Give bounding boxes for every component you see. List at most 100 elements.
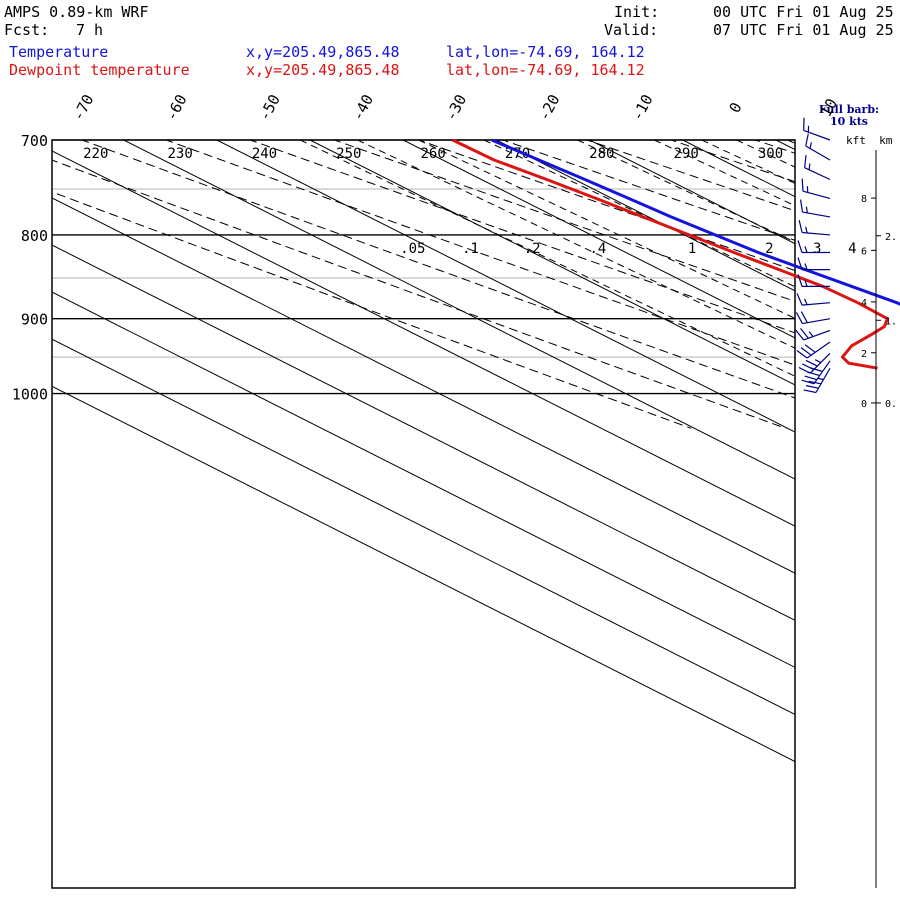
mixing-ratio-label: 2 bbox=[765, 241, 773, 257]
mixing-ratio-label: .2 bbox=[524, 241, 541, 257]
barb-staff bbox=[806, 341, 831, 359]
valid-label: Valid: bbox=[604, 21, 659, 39]
init-label: Init: bbox=[614, 3, 660, 21]
mixing-ratio-line bbox=[701, 140, 795, 184]
barb-flag bbox=[805, 385, 819, 389]
barb-flag bbox=[801, 379, 815, 385]
wind-barb bbox=[803, 117, 831, 141]
isotherm bbox=[682, 140, 795, 198]
isotherm-label: -20 bbox=[535, 91, 564, 123]
init-value: 00 UTC Fri 01 Aug 25 bbox=[713, 3, 894, 21]
adiabat-label: 240 bbox=[252, 146, 277, 162]
pressure-label-700: 700 bbox=[21, 132, 48, 150]
isotherm bbox=[216, 140, 795, 433]
km-label: 2. bbox=[885, 232, 897, 243]
wind-barb bbox=[795, 328, 831, 341]
barb-flag bbox=[804, 155, 807, 168]
adiabat-label: 280 bbox=[589, 146, 614, 162]
adiabat-label: 250 bbox=[336, 146, 361, 162]
isotherm bbox=[52, 291, 795, 668]
barb-half bbox=[805, 226, 808, 234]
isotherm-label: -40 bbox=[348, 91, 377, 123]
dry-adiabat bbox=[809, 130, 900, 429]
kft-label: 0 bbox=[861, 399, 867, 410]
legend-temperature-latlon: lat,lon=-74.69, 164.12 bbox=[446, 43, 645, 61]
barb-note-line2: 10 kts bbox=[829, 115, 869, 128]
dry-adiabat bbox=[332, 140, 795, 302]
barb-half bbox=[808, 163, 811, 170]
barb-half bbox=[808, 331, 814, 337]
wind-barb bbox=[795, 311, 831, 325]
wind-barb bbox=[804, 155, 831, 181]
barb-staff bbox=[802, 190, 831, 200]
isotherm bbox=[496, 140, 795, 292]
isotherm bbox=[52, 244, 795, 621]
barb-flag bbox=[803, 389, 817, 394]
mixing-ratio-label: 3 bbox=[813, 241, 821, 257]
isotherm-label: -30 bbox=[442, 91, 471, 123]
legend-temperature-name: Temperature bbox=[9, 43, 109, 61]
isotherm bbox=[52, 385, 795, 763]
mixing-ratio-label: 4 bbox=[848, 241, 856, 257]
barb-flag bbox=[808, 380, 822, 385]
plot-area bbox=[52, 130, 900, 763]
wind-barb bbox=[796, 341, 831, 359]
mixing-ratio-label: .05 bbox=[400, 241, 425, 257]
barb-flag bbox=[795, 312, 803, 324]
wind-barb bbox=[797, 274, 830, 287]
mixing-ratio-line bbox=[736, 140, 795, 168]
kft-label: 8 bbox=[861, 194, 867, 205]
mixing-ratio-label: 1 bbox=[688, 241, 696, 257]
isotherm-label: -70 bbox=[69, 91, 98, 123]
temperature-profile bbox=[491, 138, 900, 306]
dry-adiabat bbox=[52, 159, 786, 429]
adiabat-label: 300 bbox=[758, 146, 783, 162]
mixing-ratio-label: .1 bbox=[462, 241, 479, 257]
dry-adiabat bbox=[585, 140, 795, 212]
wind-barb bbox=[801, 360, 831, 385]
isotherm bbox=[52, 338, 795, 716]
barb-staff bbox=[805, 145, 831, 161]
wind-barb bbox=[801, 178, 831, 200]
mixing-ratio-label: .4 bbox=[589, 241, 606, 257]
barb-staff bbox=[803, 329, 831, 341]
wind-barb bbox=[797, 257, 830, 271]
kft-label: 6 bbox=[861, 246, 867, 257]
dry-adiabat bbox=[892, 130, 900, 429]
legend-dewpoint-latlon: lat,lon=-74.69, 164.12 bbox=[446, 61, 645, 79]
barb-flag bbox=[807, 371, 820, 377]
height-scale-header: kft km bbox=[846, 134, 893, 147]
fcst-label: Fcst: bbox=[4, 21, 50, 39]
dry-adiabat bbox=[52, 191, 692, 429]
barb-half bbox=[804, 246, 808, 253]
valid-value: 07 UTC Fri 01 Aug 25 bbox=[713, 21, 894, 39]
dewpoint-profile bbox=[451, 138, 889, 370]
wind-barb bbox=[803, 367, 831, 394]
isotherm-label: -50 bbox=[255, 91, 284, 123]
kft-label: 4 bbox=[861, 298, 867, 309]
dry-adiabat bbox=[80, 140, 795, 399]
mixing-ratio-line bbox=[855, 140, 900, 422]
barb-staff bbox=[804, 167, 831, 181]
legend-dewpoint-xy: x,y=205.49,865.48 bbox=[246, 61, 400, 79]
barb-half bbox=[804, 263, 808, 270]
barb-flag bbox=[801, 178, 804, 192]
barb-flag bbox=[795, 329, 805, 341]
mixing-ratio-line bbox=[357, 140, 795, 349]
isotherm bbox=[402, 140, 795, 339]
adiabat-label: 220 bbox=[83, 146, 108, 162]
dry-adiabat bbox=[417, 140, 795, 272]
barb-note-line1: Full barb: bbox=[818, 103, 880, 116]
wind-barb bbox=[796, 293, 831, 306]
barb-flag bbox=[805, 133, 809, 147]
fcst-value: 7 h bbox=[76, 21, 104, 39]
adiabat-label: 270 bbox=[505, 146, 530, 162]
pressure-label-1000: 1000 bbox=[12, 386, 48, 404]
barb-half bbox=[814, 359, 822, 364]
barb-flag bbox=[796, 350, 808, 359]
dry-adiabat bbox=[164, 140, 795, 366]
barb-staff bbox=[802, 211, 831, 218]
adiabat-label: 230 bbox=[167, 146, 192, 162]
wind-barb bbox=[799, 199, 831, 218]
